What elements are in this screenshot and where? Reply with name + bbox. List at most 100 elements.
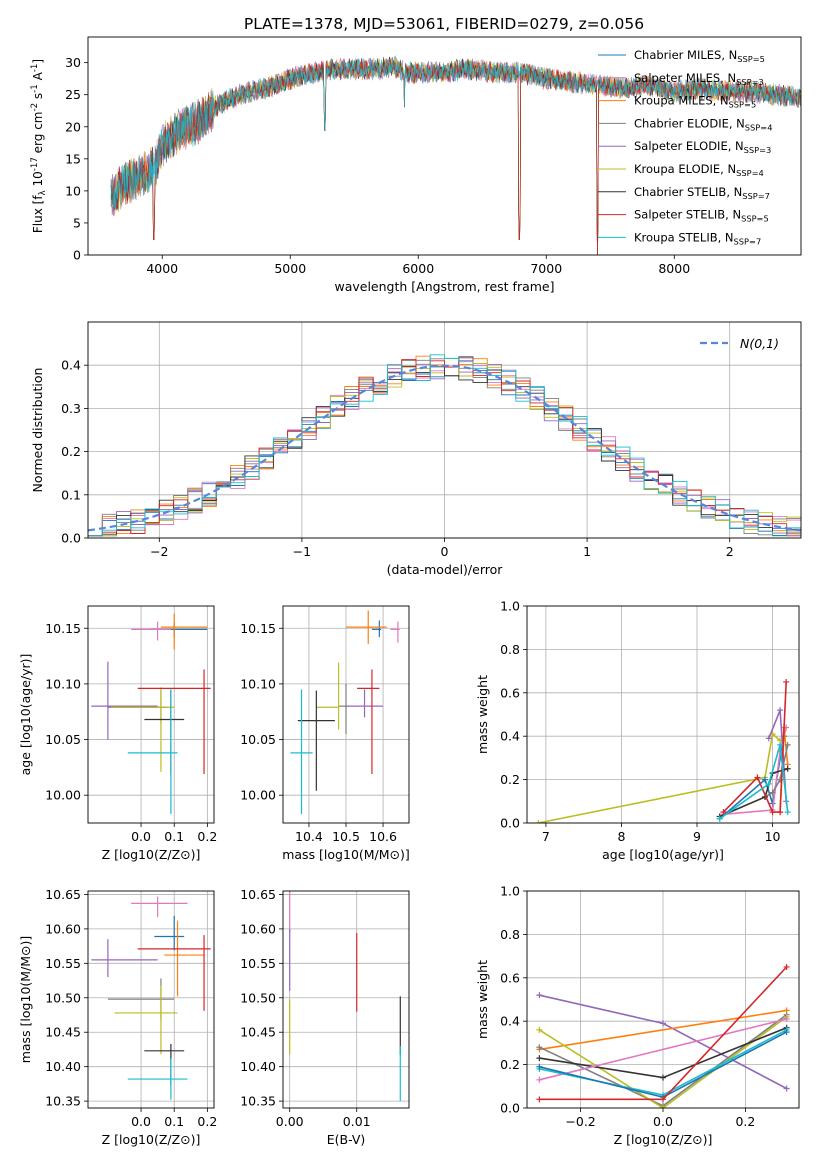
error-bar-point — [290, 689, 313, 815]
error-bar-point — [114, 985, 178, 1055]
y-tick-label: 0.2 — [61, 444, 81, 459]
y-tick-label: 0.0 — [500, 1101, 520, 1116]
axes-age-vs-Z: 0.0 0.1 0.2 10.00 10.05 10.10 10.15 Z [log10(Z/… — [18, 605, 217, 862]
axes-frame — [87, 36, 802, 256]
weight-marker — [536, 1055, 543, 1062]
weight-marker — [660, 1096, 666, 1103]
y-axis-label: Flux [fλ 10-17 erg cm-2 s-1 A-1] — [30, 59, 48, 233]
axes-mass-vs-Z: 0.0 0.1 0.2 10.35 10.40 10.45 10.50 10.55 10.60 1… — [18, 887, 217, 1147]
y-tick-label: 10.60 — [240, 921, 276, 936]
weight-line — [538, 732, 781, 823]
x-tick-label: 8 — [617, 829, 625, 844]
plot-area-mass-vs-EBV — [289, 891, 401, 1102]
weight-marker — [784, 741, 791, 748]
axes-frame — [87, 605, 215, 824]
x-tick-label: −1 — [293, 544, 311, 559]
axes-frame — [282, 605, 410, 824]
spectrum-line — [110, 56, 801, 255]
axes-mass-vs-EBV: 0.00 0.01 10.35 10.40 10.45 10.50 10.55 10.60 10… — [240, 887, 410, 1147]
weight-marker — [536, 1026, 543, 1033]
axes-frame — [87, 321, 802, 539]
weight-marker — [769, 809, 776, 816]
weight-line — [719, 744, 789, 820]
error-bar-point — [131, 621, 171, 641]
x-tick-label: 4000 — [146, 261, 178, 276]
error-bar-point — [346, 689, 384, 718]
weight-marker — [536, 992, 543, 999]
weight-line — [538, 1016, 788, 1108]
y-axis-label: mass weight — [475, 675, 490, 754]
histogram-step — [88, 365, 801, 537]
weight-marker — [536, 1076, 543, 1083]
x-tick-label: 0.0 — [131, 1114, 151, 1129]
y-tick-label: 0.0 — [500, 816, 520, 831]
weight-marker — [720, 809, 727, 816]
error-bar-point — [160, 613, 208, 650]
legend-label: Salpeter MILES, NSSP=3 — [634, 71, 764, 87]
x-axis-label: mass [log10(M/M⊙)] — [282, 847, 410, 862]
weight-marker — [660, 1105, 666, 1108]
weight-marker — [660, 1074, 666, 1081]
y-tick-label: 0.6 — [500, 685, 520, 700]
weight-line — [539, 1018, 787, 1081]
y-tick-label: 10.65 — [45, 887, 81, 902]
weight-marker — [783, 1085, 790, 1092]
legend-label: Chabrier ELODIE, NSSP=4 — [634, 116, 772, 132]
error-bar-point — [390, 621, 400, 643]
y-tick-label: 10.00 — [45, 788, 81, 803]
x-axis-label: Z [log10(Z/Z⊙)] — [102, 1132, 201, 1147]
x-axis-label: Z [log10(Z/Z⊙)] — [102, 847, 201, 862]
x-tick-label: 0.0 — [131, 829, 151, 844]
x-tick-label: 0.2 — [197, 1114, 217, 1129]
axes-spectrum: 4000 5000 6000 7000 8000 0 5 10 15 20 25 30 waveleng… — [30, 36, 802, 294]
x-tick-label: −2 — [150, 544, 168, 559]
error-bar-point — [144, 689, 185, 776]
plot-area-spectrum — [110, 55, 801, 255]
y-tick-label: 0.8 — [500, 642, 520, 657]
x-tick-label: 0 — [441, 544, 449, 559]
error-bar-point — [127, 1058, 188, 1100]
weight-marker — [536, 1063, 543, 1070]
legend-label: Chabrier MILES, NSSP=5 — [634, 48, 765, 64]
error-bar-point — [338, 683, 348, 734]
weight-marker — [536, 1044, 543, 1051]
error-bar-point — [131, 896, 188, 918]
weight-marker — [784, 809, 791, 816]
x-axis-label: wavelength [Angstrom, rest frame] — [334, 279, 554, 294]
x-tick-label: 10.4 — [295, 829, 323, 844]
axes-frame — [87, 890, 215, 1109]
y-axis-label: age [log10(age/yr)] — [18, 654, 33, 776]
weight-marker — [784, 765, 791, 772]
x-tick-label: 7 — [542, 829, 550, 844]
spectrum-line — [110, 58, 801, 211]
error-bar-point — [127, 689, 178, 815]
y-tick-label: 10.15 — [45, 621, 81, 636]
error-bar-point — [154, 915, 185, 951]
y-tick-label: 0.2 — [500, 772, 520, 787]
y-tick-label: 1.0 — [500, 599, 520, 614]
y-tick-label: 20 — [65, 119, 81, 134]
y-tick-label: 10.60 — [45, 921, 81, 936]
x-tick-label: 1 — [583, 544, 591, 559]
y-tick-label: 10.65 — [240, 887, 276, 902]
histogram-step — [88, 354, 801, 537]
plot-area-mass-vs-Z — [91, 896, 211, 1100]
x-tick-label: 0.01 — [343, 1114, 371, 1129]
error-bar-point — [357, 669, 380, 775]
y-tick-label: 30 — [65, 55, 81, 70]
y-tick-label: 0.2 — [500, 1057, 520, 1072]
axes-weight-vs-age: 7 8 9 10 0.0 0.2 0.4 0.6 0.8 1.0 age [log10(age/yr… — [475, 599, 800, 862]
spectrum-line — [110, 58, 801, 255]
plot-area-residuals — [88, 354, 801, 537]
error-bar-point — [91, 661, 158, 740]
weight-marker — [660, 1020, 666, 1027]
weight-marker — [783, 678, 790, 685]
axes-residuals: −2 −1 0 1 2 0.0 0.1 0.2 0.3 0.4 (data-model)/error… — [30, 321, 802, 577]
y-tick-label: 0.0 — [61, 531, 81, 546]
weight-line — [539, 1009, 787, 1051]
y-tick-label: 10.40 — [45, 1059, 81, 1074]
x-tick-label: 0.1 — [164, 829, 184, 844]
y-tick-label: 0.4 — [61, 358, 81, 373]
x-tick-label: 0.00 — [276, 1114, 304, 1129]
